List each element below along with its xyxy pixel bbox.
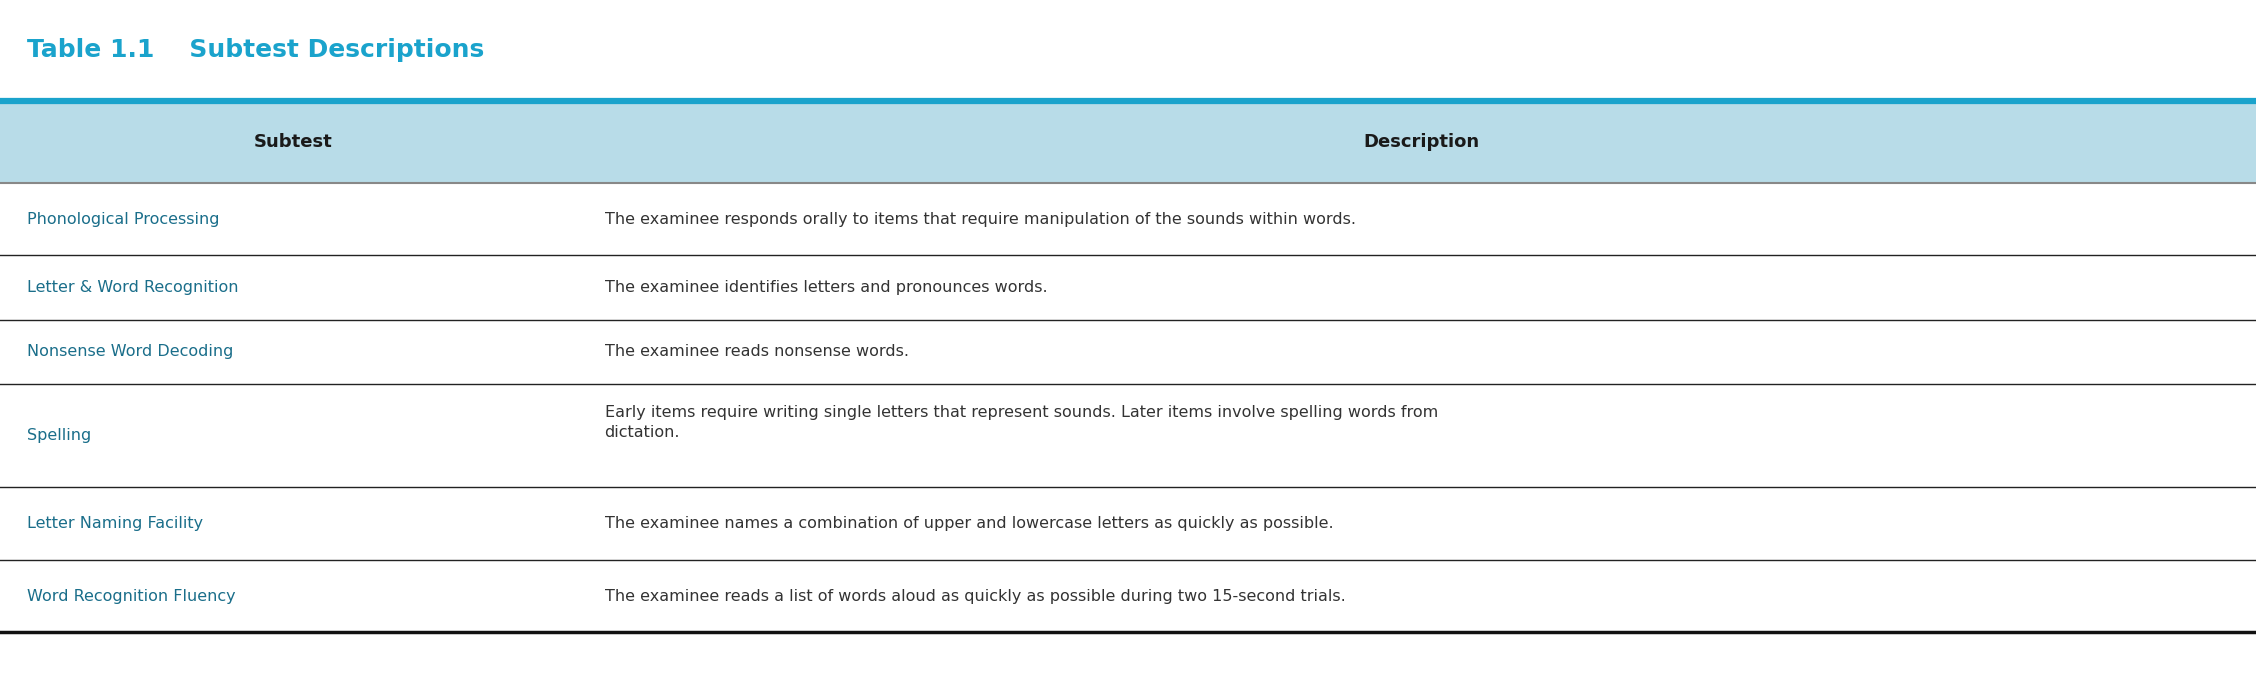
Text: Description: Description <box>1363 133 1480 151</box>
Text: The examinee reads a list of words aloud as quickly as possible during two 15-se: The examinee reads a list of words aloud… <box>605 588 1345 604</box>
Text: The examinee identifies letters and pronounces words.: The examinee identifies letters and pron… <box>605 280 1047 295</box>
Text: Table 1.1    Subtest Descriptions: Table 1.1 Subtest Descriptions <box>27 38 485 62</box>
Text: The examinee names a combination of upper and lowercase letters as quickly as po: The examinee names a combination of uppe… <box>605 516 1333 531</box>
Text: Letter Naming Facility: Letter Naming Facility <box>27 516 203 531</box>
Text: Early items require writing single letters that represent sounds. Later items in: Early items require writing single lette… <box>605 405 1437 440</box>
Text: Word Recognition Fluency: Word Recognition Fluency <box>27 588 235 604</box>
Text: Letter & Word Recognition: Letter & Word Recognition <box>27 280 239 295</box>
Text: The examinee responds orally to items that require manipulation of the sounds wi: The examinee responds orally to items th… <box>605 211 1356 227</box>
Text: The examinee reads nonsense words.: The examinee reads nonsense words. <box>605 344 909 359</box>
Text: Phonological Processing: Phonological Processing <box>27 211 219 227</box>
Text: Subtest: Subtest <box>255 133 332 151</box>
FancyBboxPatch shape <box>0 101 2256 183</box>
Text: Spelling: Spelling <box>27 428 90 443</box>
Text: Nonsense Word Decoding: Nonsense Word Decoding <box>27 344 232 359</box>
